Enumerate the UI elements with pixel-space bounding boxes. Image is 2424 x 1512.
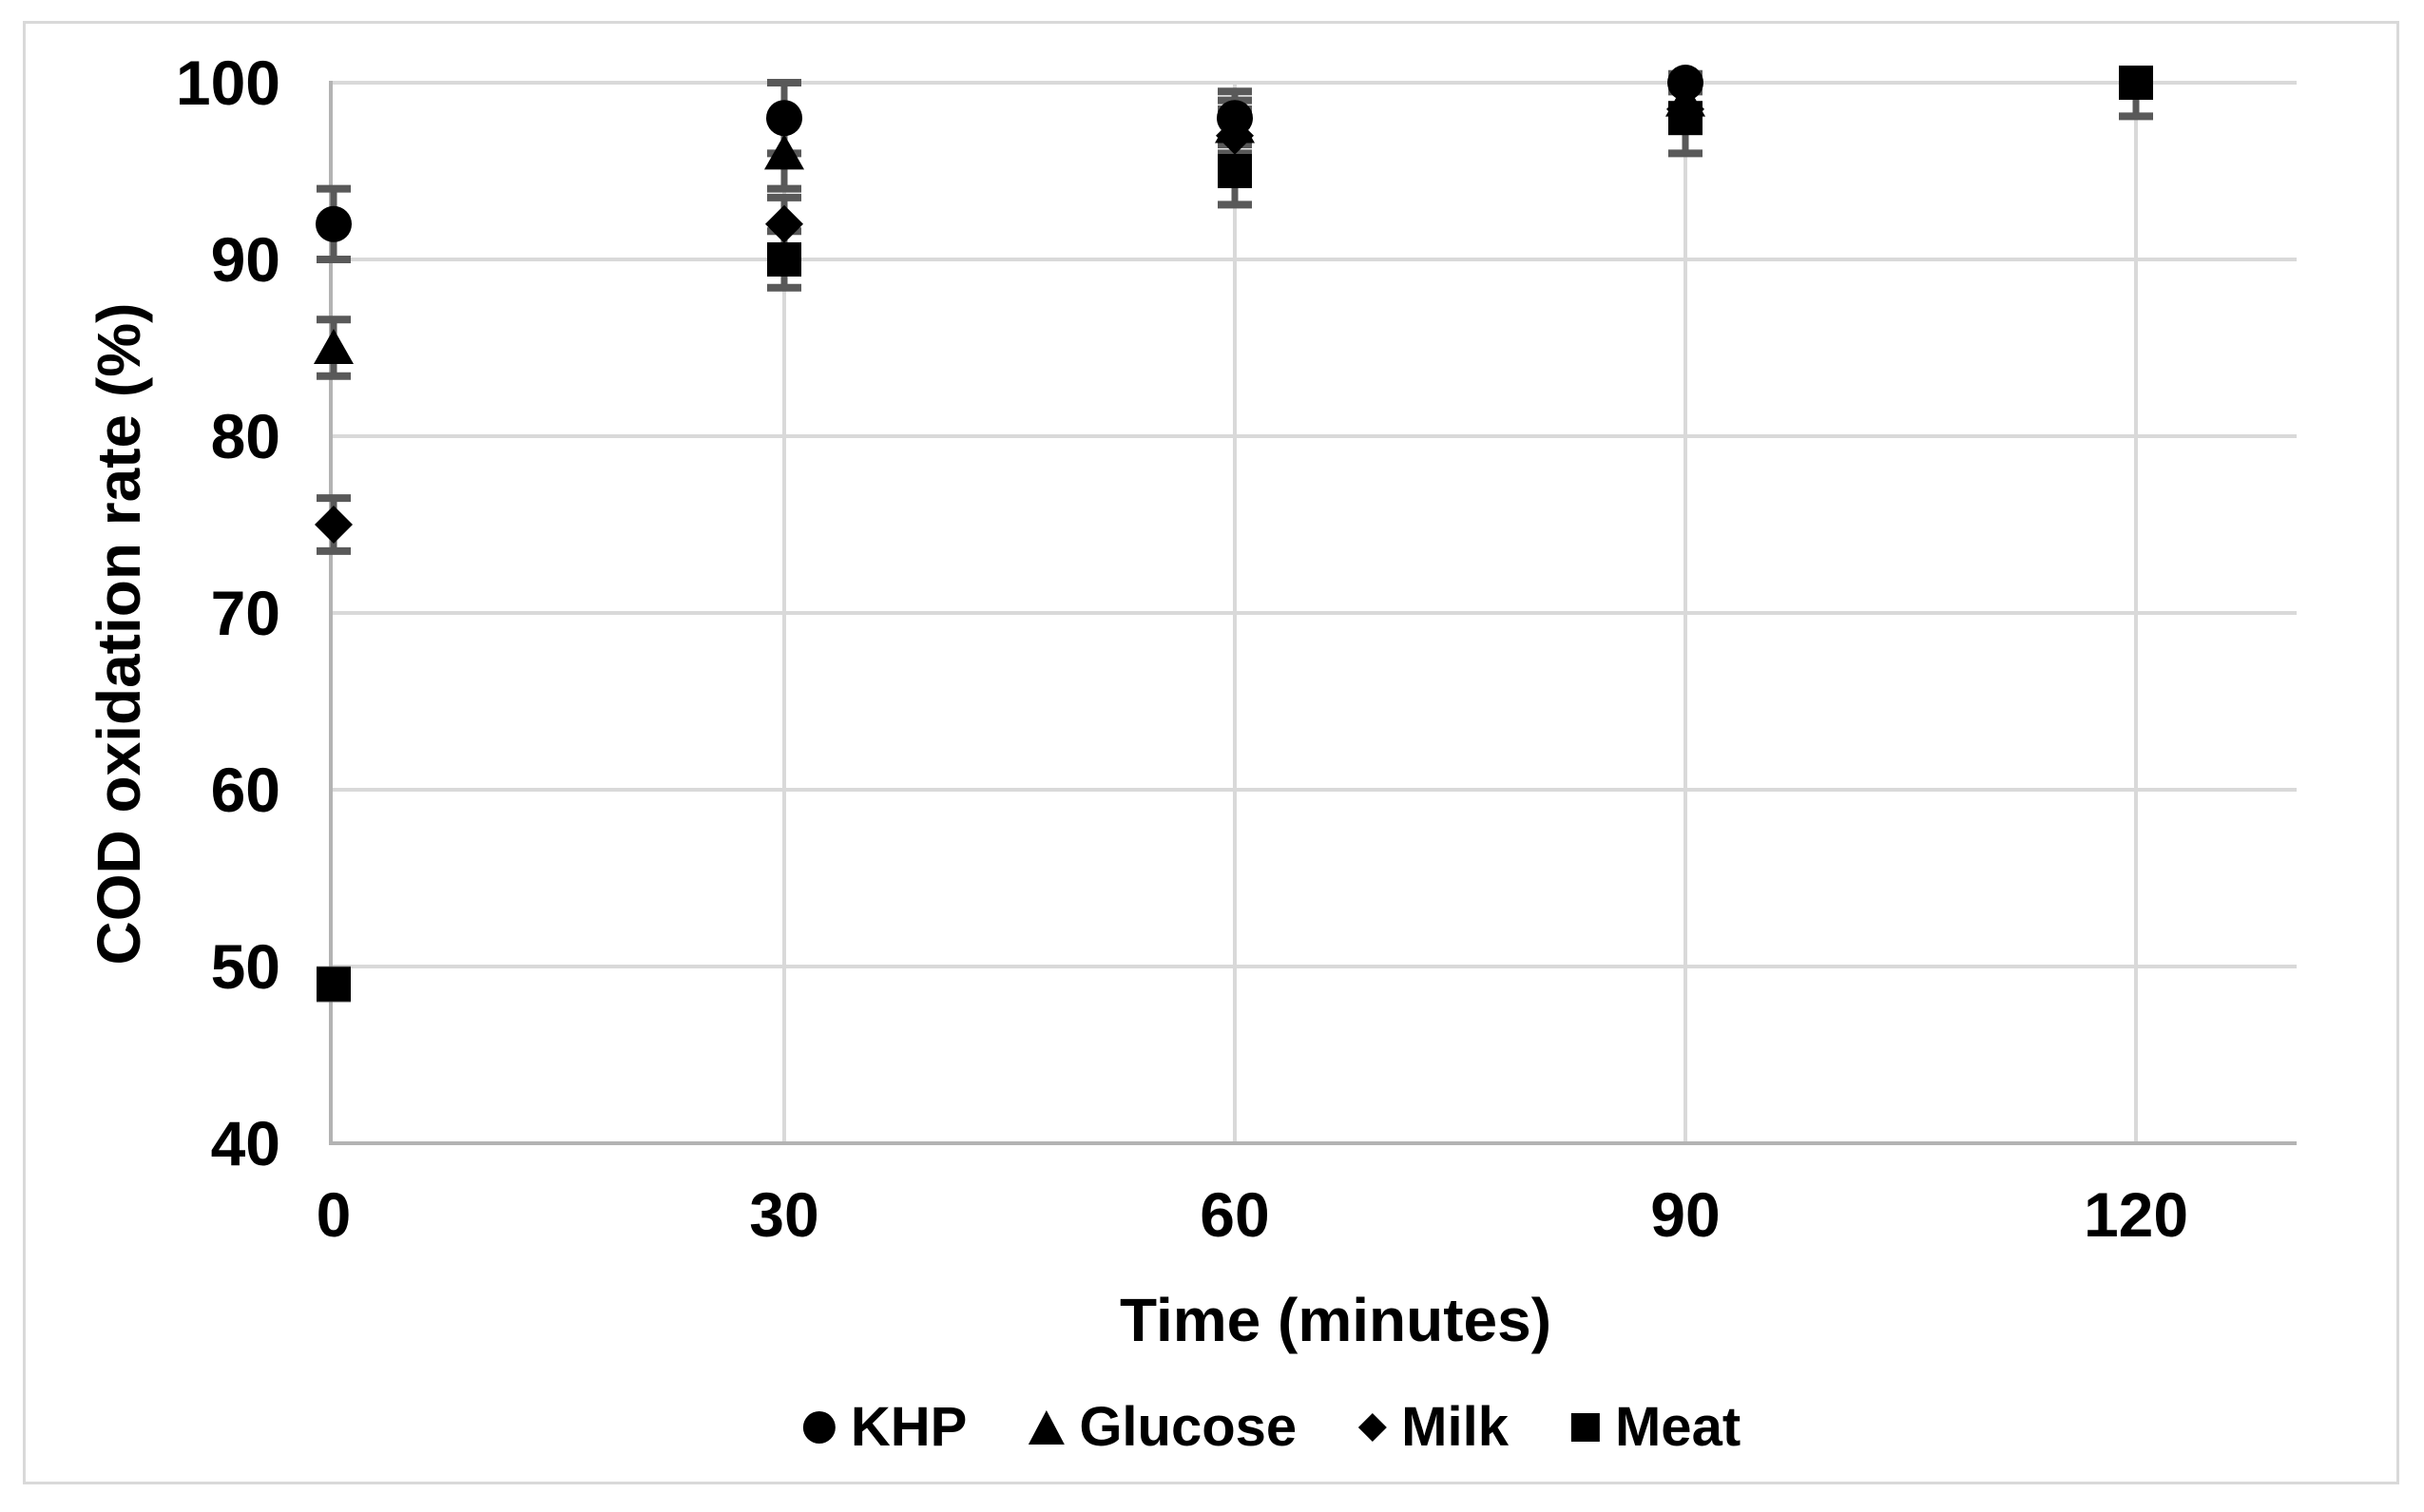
square-marker-meat	[1668, 101, 1703, 136]
x-tick-label: 60	[1200, 1179, 1269, 1250]
y-tick-label: 60	[211, 755, 280, 825]
circle-marker-icon	[802, 1411, 836, 1444]
legend-item-glucose: Glucose	[1028, 1400, 1297, 1455]
y-tick-label: 50	[211, 931, 280, 1002]
triangle-marker-glucose	[314, 329, 354, 364]
chart-figure: 40 50 60 70 80 90 100 0 30 60 90 120 COD oxidation …	[23, 21, 2399, 1484]
square-marker-icon	[1570, 1413, 1600, 1442]
square-marker-meat	[2119, 66, 2153, 100]
y-tick-label: 100	[176, 48, 280, 118]
y-tick-label: 80	[211, 401, 280, 471]
scatter-plot-canvas: 40 50 60 70 80 90 100 0 30 60 90 120	[176, 48, 2297, 1250]
y-tick-label: 90	[211, 224, 280, 295]
diamond-marker-milk	[765, 204, 803, 243]
x-tick-label: 0	[317, 1179, 352, 1250]
diamond-marker-icon	[1358, 1413, 1388, 1442]
legend-item-khp: KHP	[801, 1400, 967, 1455]
x-tick-label: 120	[2084, 1179, 2188, 1250]
y-axis-title: COD oxidation rate (%)	[85, 302, 153, 966]
triangle-marker-glucose	[764, 134, 804, 170]
diamond-marker-milk	[315, 506, 353, 544]
legend-label-khp: KHP	[850, 1396, 968, 1458]
x-axis-title: Time (minutes)	[1120, 1286, 1551, 1354]
square-marker-meat	[767, 242, 801, 277]
legend-item-meat: Meat	[1569, 1400, 1741, 1455]
x-tick-label: 90	[1650, 1179, 1720, 1250]
legend-label-glucose: Glucose	[1079, 1396, 1298, 1458]
x-tick-label: 30	[749, 1179, 818, 1250]
circle-marker-khp	[316, 205, 352, 242]
square-marker-meat	[1218, 154, 1252, 188]
y-tick-label: 70	[211, 578, 280, 648]
triangle-marker-icon	[1029, 1410, 1066, 1445]
chart-legend: KHP Glucose Milk Meat	[801, 1400, 1741, 1455]
legend-item-milk: Milk	[1357, 1400, 1509, 1455]
square-marker-meat	[317, 967, 351, 1002]
legend-label-meat: Meat	[1614, 1396, 1741, 1458]
circle-marker-khp	[766, 100, 802, 137]
legend-label-milk: Milk	[1401, 1396, 1509, 1458]
diamond-marker-milk	[1216, 116, 1254, 155]
y-tick-label: 40	[211, 1108, 280, 1178]
